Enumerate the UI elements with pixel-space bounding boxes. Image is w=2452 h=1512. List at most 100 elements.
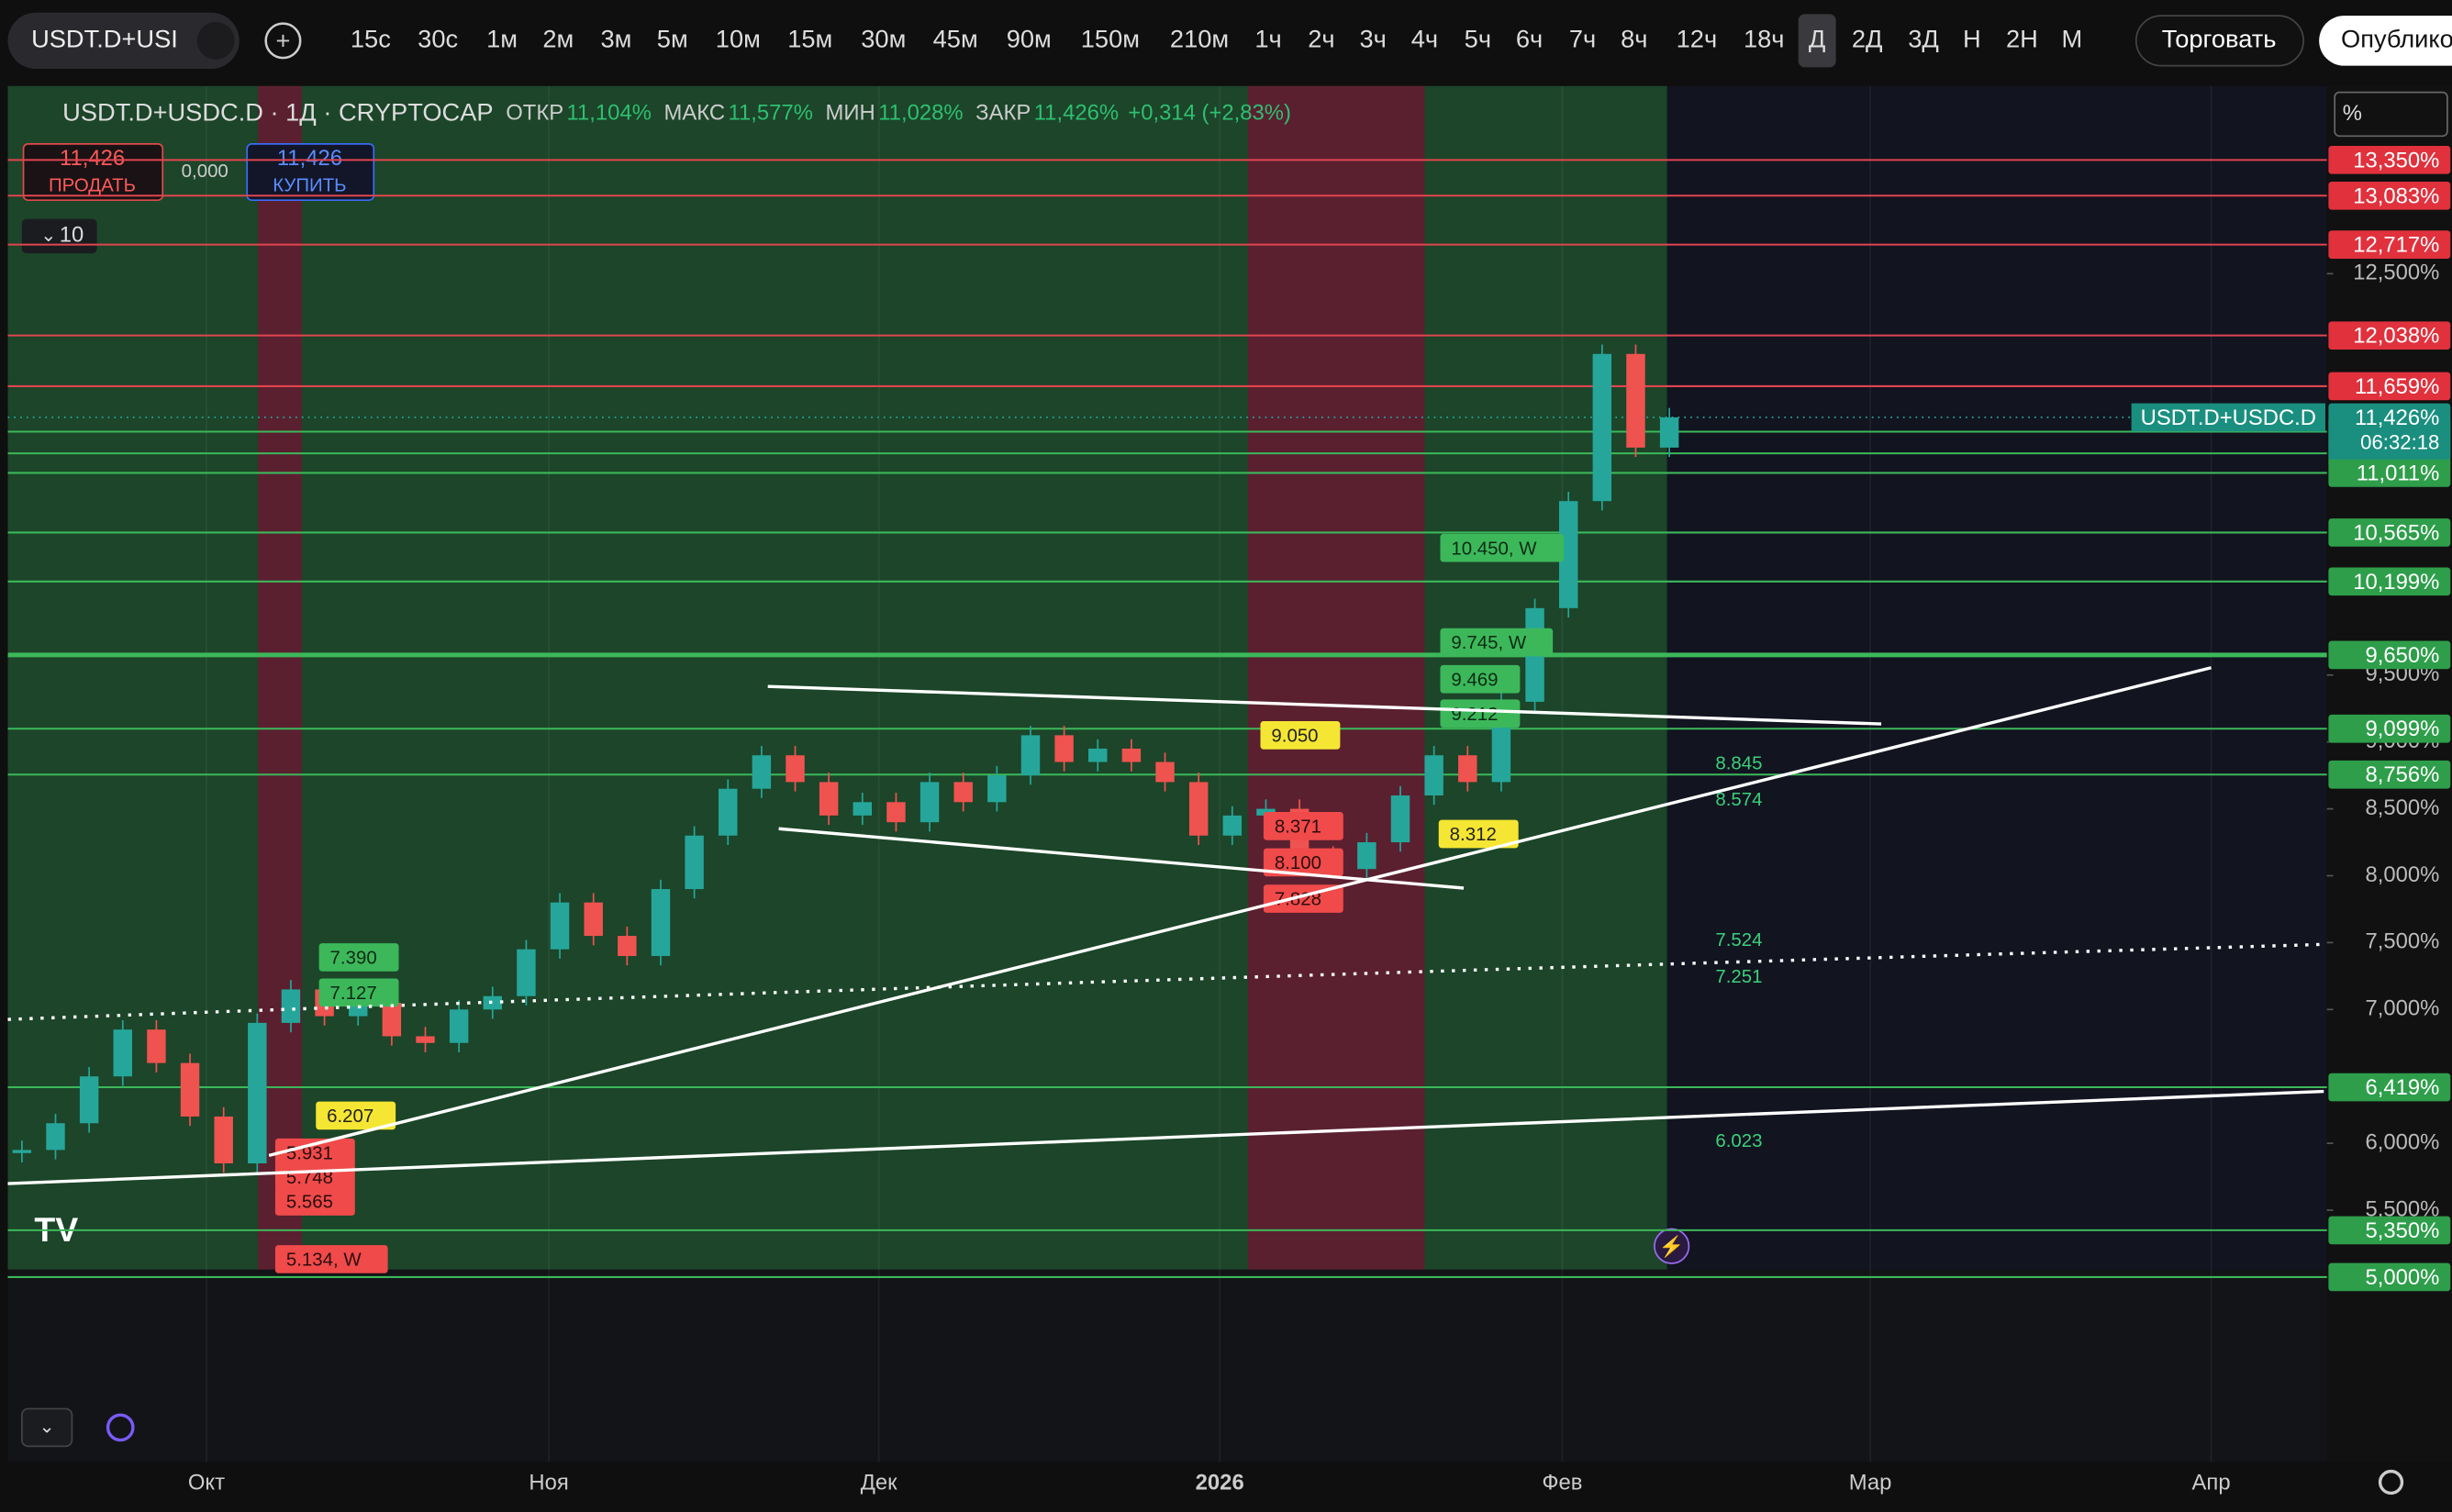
candle [1626,353,1645,448]
annotation-box [1440,628,1554,657]
interval[interactable]: 1ч [1254,25,1281,53]
candle [550,902,570,950]
interval[interactable]: 2м [542,25,574,53]
y-tick-label: 8,000% [2365,862,2439,887]
y-tick-label: 7,500% [2365,929,2439,954]
interval[interactable]: 2Д [1852,25,1883,53]
interval[interactable]: Н [1963,25,1981,53]
interval[interactable]: 3ч [1360,25,1387,53]
interval[interactable]: 30м [861,25,906,53]
event-icon[interactable] [1654,1228,1690,1264]
interval[interactable]: 7ч [1569,25,1596,53]
x-tick-label: Апр [2192,1471,2231,1495]
interval[interactable]: 15м [787,25,832,53]
candle [1458,755,1477,783]
candle [147,1029,166,1063]
collapse-button[interactable] [21,1407,73,1448]
annotation-label: 8.371 [1275,816,1321,837]
annotation-box [1440,699,1521,728]
level-label: 10,565% [2353,520,2439,545]
candle [214,1116,233,1163]
annotation-box [274,1187,355,1216]
diamond-icon[interactable] [196,21,235,60]
scale-unit-box[interactable] [2334,91,2448,138]
annotation-label: 9.212 [1451,704,1498,725]
candle [1020,735,1041,776]
interval[interactable]: 1м [486,25,518,53]
interval[interactable]: 90м [1007,25,1052,53]
interval[interactable]: 2ч [1308,25,1334,53]
candle [1659,417,1679,448]
level-label: 11,659% [2355,374,2439,399]
trade-button[interactable] [2134,15,2304,67]
interval[interactable]: 30с [418,25,458,53]
annotation-box [274,1138,355,1167]
y-tick-label: 12,500% [2353,261,2439,285]
interval[interactable]: 5м [657,25,688,53]
candle [886,802,906,823]
chevron: ⌄ [40,225,56,246]
interval[interactable]: 15с [351,25,391,53]
interval[interactable]: 8ч [1621,25,1647,53]
candle [953,782,973,803]
candle [517,949,536,996]
toolbar: USDT.D+USI + Торговать Опубликов 15с 30с 1… [7,12,2452,70]
annotation-box [1440,664,1521,694]
interval[interactable]: 3м [600,25,631,53]
level-label: 13,350% [2353,148,2439,172]
settings-icon[interactable] [2378,1469,2404,1495]
annotation-label: 9.050 [1271,725,1318,746]
candle [685,835,704,890]
candle [180,1062,200,1117]
candle [1558,501,1578,608]
sell-button[interactable] [22,143,164,202]
candle [79,1076,99,1124]
level-label: 8,756% [2365,762,2439,787]
annotation-label: 7.127 [330,983,377,1004]
annotation-label: 8.845 [1715,752,1762,773]
candle [786,755,805,783]
candle [987,775,1007,803]
interval[interactable]: 2Н [2006,25,2038,53]
price-box [2328,403,2451,460]
annotation-box [274,1245,388,1273]
candle [113,1029,132,1077]
candle [853,802,873,816]
interval[interactable]: 4ч [1411,25,1438,53]
interval[interactable]: М [2062,25,2083,53]
x-tick-label: Ноя [529,1471,568,1495]
trendlines [7,666,2324,1185]
interval[interactable]: 3Д [1908,25,1939,53]
buy-button[interactable] [246,143,375,202]
legend-value: 11,028% [878,101,963,126]
legend-key: ОТКР [506,101,563,126]
indicator-icon[interactable] [106,1413,135,1442]
price-label: 11,426% [2355,406,2439,430]
interval[interactable]: 45м [933,25,978,53]
annotation-label: 10.450, W [1451,538,1537,559]
level-label-box [2328,372,2451,401]
interval[interactable]: 18ч [1744,25,1785,53]
trade-label: Торговать [2162,25,2277,53]
level-label-box [2328,1073,2451,1102]
add-symbol[interactable] [264,22,302,60]
candle [382,1003,402,1037]
interval[interactable]: 5ч [1465,25,1491,53]
interval[interactable]: 150м [1081,25,1140,53]
interval[interactable]: 6ч [1516,25,1543,53]
publish-button[interactable] [2319,16,2452,66]
annotation-box [318,943,399,972]
interval[interactable]: 210м [1170,25,1229,53]
annotation-label: 8.100 [1275,852,1321,873]
annotation-box [1263,812,1343,840]
level-label-box [2328,714,2451,743]
level-label: 6,419% [2365,1075,2439,1100]
level-label-box [2328,640,2451,670]
interval[interactable]: 12ч [1677,25,1718,53]
interval[interactable]: 10м [716,25,761,53]
annotation-label: 5.134, W [286,1250,362,1271]
interval[interactable]: Д [1809,25,1825,53]
symbol-search[interactable] [7,12,240,70]
